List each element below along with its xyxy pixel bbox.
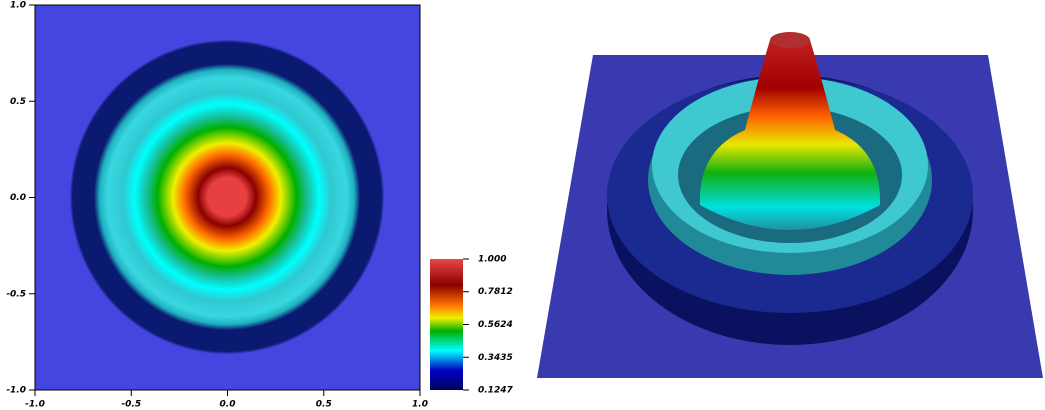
heatmap-field <box>35 5 420 390</box>
colorbar-tick-label: 1.000 <box>478 255 506 265</box>
y-tick-label: 1.0 <box>10 1 26 11</box>
y-tick-label: 0.5 <box>10 97 26 107</box>
x-tick-label: 0.5 <box>316 400 332 410</box>
peak <box>699 40 881 230</box>
colorbar <box>430 259 463 390</box>
x-tick-label: -1.0 <box>25 400 45 410</box>
y-tick-label: -0.5 <box>6 289 26 299</box>
x-tick-label: 0.0 <box>220 400 236 410</box>
x-tick-label: 1.0 <box>412 400 428 410</box>
colorbar-tick-label: 0.7812 <box>478 287 513 297</box>
colorbar-tick-label: 0.5624 <box>478 320 513 330</box>
x-tick-label: -0.5 <box>121 400 141 410</box>
peak-top <box>770 32 810 48</box>
colorbar-tick-label: 0.3435 <box>478 353 513 363</box>
y-tick-label: 0.0 <box>10 193 26 203</box>
colorbar-tick-label: 0.1247 <box>478 386 513 396</box>
surface-3d <box>537 32 1043 378</box>
y-tick-label: -1.0 <box>6 386 26 396</box>
